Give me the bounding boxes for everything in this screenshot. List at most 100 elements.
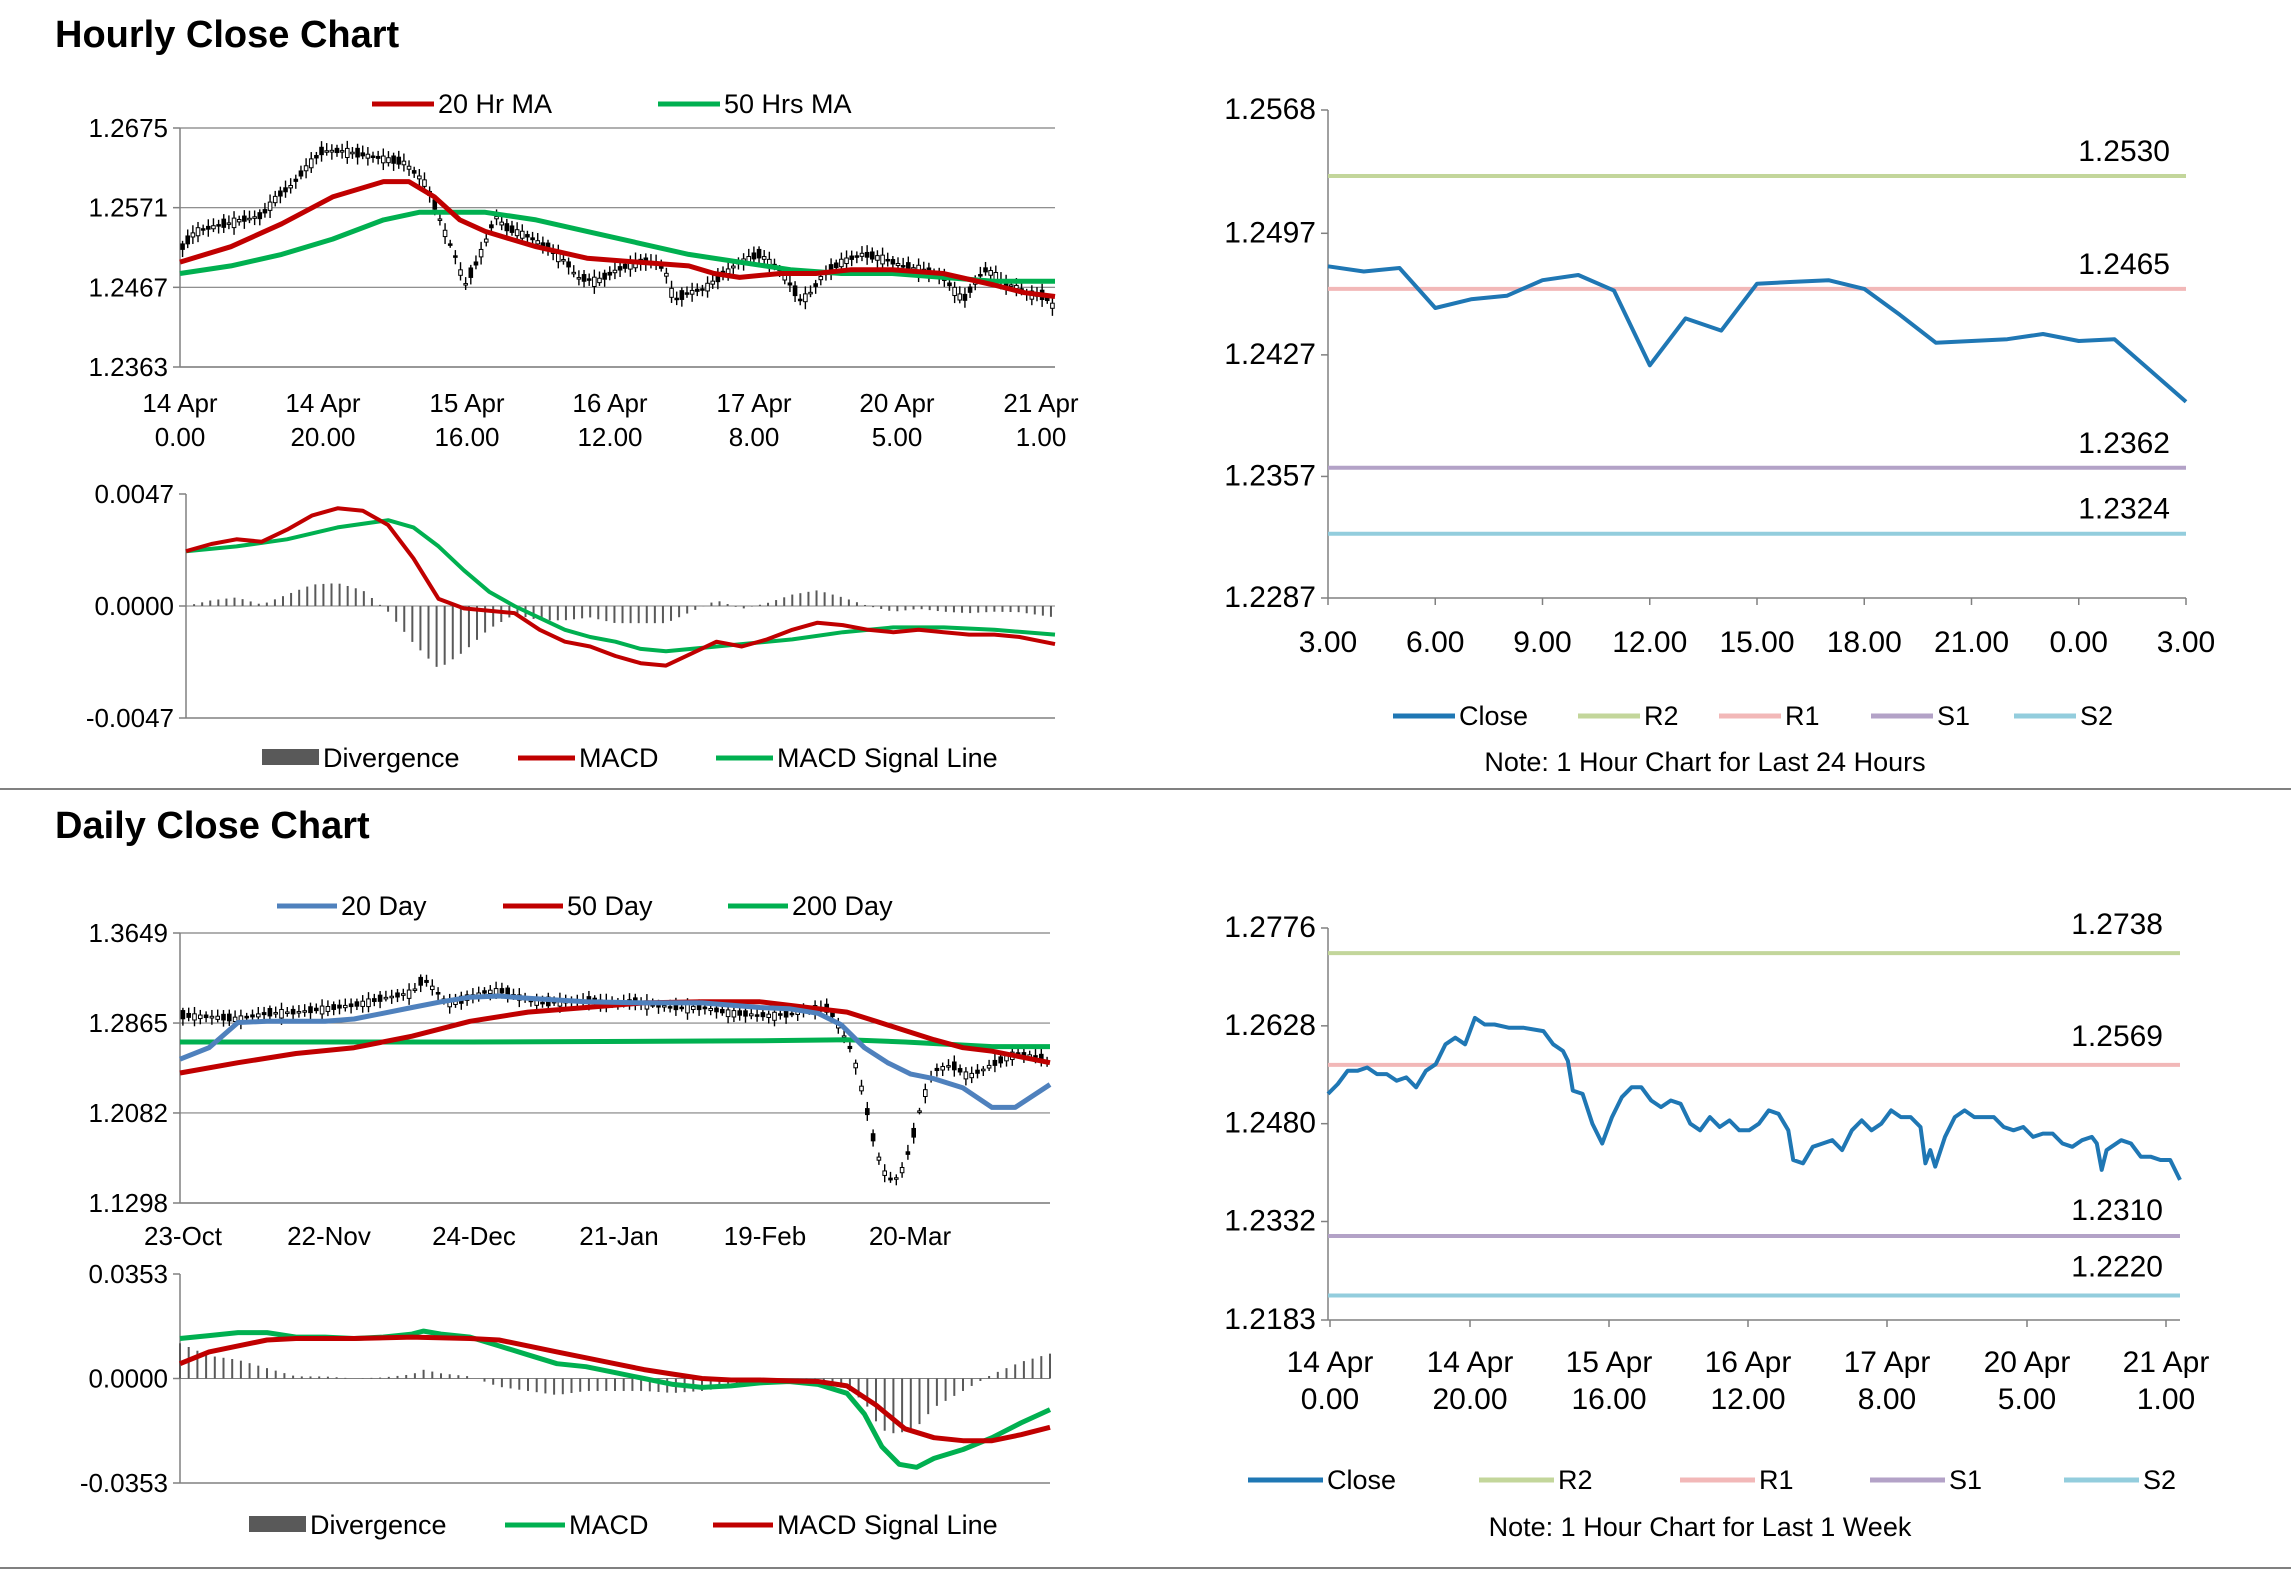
hourly_price-candle [674,297,679,301]
daily-levels-x-tick-label: 14 Apr [1287,1346,1374,1379]
hourly-levels-x-tick-label: 12.00 [1612,626,1687,659]
daily_price-candle [662,1005,667,1008]
daily-levels-x-tick-label: 12.00 [1710,1383,1785,1416]
daily-macd-y-tick-label: 0.0353 [88,1259,168,1289]
daily_price-candle [366,998,371,1008]
hourly-50hr-ma-line [179,209,1055,284]
hourly_price-candle [947,282,952,287]
hourly_price-candle [262,209,268,214]
daily_price-candle [940,1066,946,1071]
hourly_price-candle [350,151,355,155]
daily-price-y-tick-label: 1.3649 [88,918,168,948]
daily_price-candle [383,996,389,1000]
hourly_price-candle [792,285,798,297]
hourly-price-x-tick-label: 0.00 [155,422,206,452]
daily_price-candle [215,1015,220,1020]
daily_price-candle [667,1006,673,1009]
hourly_price-candle [694,288,700,292]
daily_price-candle [725,1009,731,1018]
daily_price-candle [395,992,400,998]
hourly-price-x-tick-label: 15 Apr [429,388,505,418]
daily-levels-x-tick-label: 0.00 [1301,1383,1359,1416]
daily_price-candle [760,1012,766,1018]
daily-levels-x-tick-label: 5.00 [1998,1383,2056,1416]
hourly_price-candle [710,280,716,285]
hourly_price-candle [978,274,983,277]
daily_price-candle [412,988,418,991]
daily-levels-x-tick-label: 17 Apr [1844,1346,1931,1379]
daily-levels-x-tick-label: 8.00 [1858,1383,1916,1416]
hourly_price-candle [483,238,489,243]
hourly_price-candle [504,223,510,232]
daily_price-candle [957,1068,963,1073]
hourly-levels-note: Note: 1 Hour Chart for Last 24 Hours [1484,747,1925,777]
daily_price-candle [337,1004,342,1009]
legend-hourly-close-label: Close [1459,701,1528,731]
daily-levels-y-tick-label: 1.2332 [1224,1205,1316,1238]
daily_price-candle [731,1010,737,1018]
daily_price-candle [685,1003,690,1014]
hourly_price-candle [607,271,613,276]
section-divider [0,788,2291,790]
hourly_price-candle [514,229,520,237]
daily_price-candle [679,1006,685,1010]
hourly-price-x-tick-label: 17 Apr [716,388,792,418]
hourly-levels-y-tick-label: 1.2427 [1224,338,1316,371]
hourly_price-candle [849,255,854,260]
hourly_price-candle [406,165,412,170]
daily_price-candle [424,979,429,983]
legend-20hr-ma-label: 20 Hr MA [438,89,552,119]
daily_price-candle [302,1010,307,1013]
hourly_price-candle [314,155,319,159]
hourly_price-candle [957,293,963,301]
hourly-levels-y-tick-label: 1.2287 [1224,581,1316,614]
hourly_price-candle [339,150,345,153]
hourly_price-candle [1050,302,1055,309]
daily_price-candle [267,1008,273,1017]
hourly-macd-y-tick-label: 0.0000 [94,591,174,621]
hourly-macd-y-tick-label: -0.0047 [86,703,174,733]
daily-levels-y-tick-label: 1.2183 [1224,1303,1316,1336]
hourly_price-candle [885,258,891,262]
daily_price-candle [261,1012,267,1016]
daily_price-candle [331,1004,336,1010]
daily-macd-y-tick-label: -0.0353 [80,1468,168,1498]
hourly-levels-x-tick-label: 0.00 [2050,626,2108,659]
hourly_price-candle [535,240,541,245]
hourly-r1-level-label: 1.2465 [2078,248,2170,281]
hourly-levels-x-tick-label: 3.00 [1299,626,1357,659]
daily_price-candle [911,1127,917,1138]
hourly_price-candle [602,272,607,280]
daily_price-candle [343,1004,348,1009]
legend-daily-s2-label: S2 [2143,1465,2176,1495]
hourly-price-y-tick-label: 1.2363 [88,352,168,382]
hourly_price-candle [298,170,304,177]
daily_price-candle [708,1007,714,1012]
hourly_price-candle [468,267,474,278]
hourly_price-candle [756,248,762,259]
hourly_price-candle [787,282,793,286]
hourly_price-candle [396,156,402,165]
daily_price-candle [778,1013,783,1016]
hourly_price-candle [226,222,232,225]
hourly-levels-x-tick-label: 9.00 [1513,626,1571,659]
hourly-price-x-tick-label: 8.00 [729,422,780,452]
hourly_price-candle [880,254,885,265]
hourly_price-candle [370,155,376,158]
hourly_price-candle [797,298,803,302]
hourly_price-candle [592,276,597,287]
hourly_price-candle [447,243,453,246]
daily_price-candle [870,1133,876,1142]
daily_price-candle [946,1065,951,1068]
hourly_price-candle [761,256,767,260]
daily_price-candle [296,1011,302,1014]
hourly_price-candle [576,277,582,280]
daily_price-candle [290,1008,296,1015]
daily_price-candle [847,1045,853,1050]
daily_price-candle [180,1010,186,1020]
daily_price-candle [888,1177,893,1181]
hourly-levels-x-tick-label: 18.00 [1827,626,1902,659]
hourly_price-candle [344,147,350,158]
hourly-macd-y-tick-label: 0.0047 [94,479,174,509]
